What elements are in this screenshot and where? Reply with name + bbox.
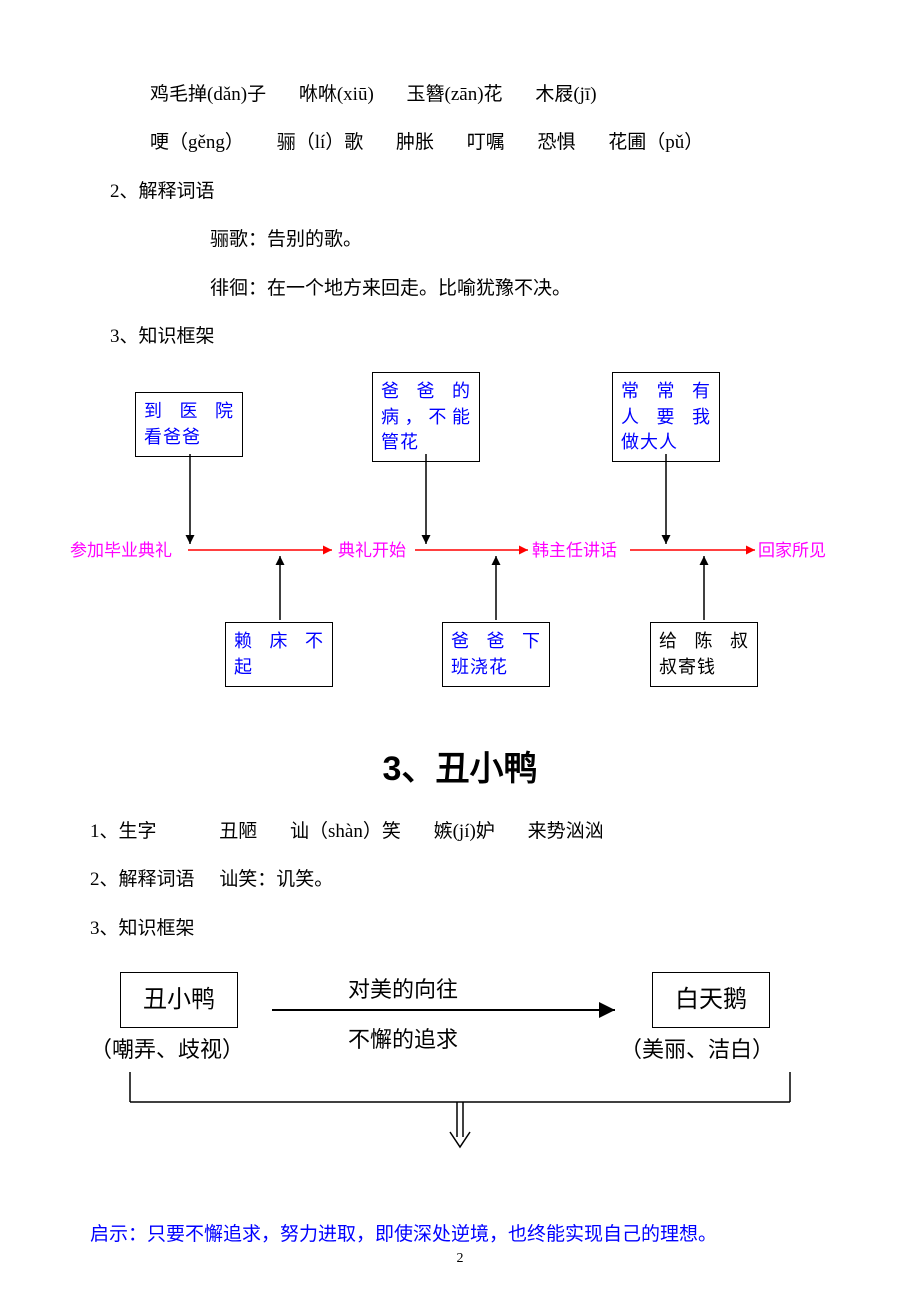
word: 鸡毛掸(dǎn)子 [150,84,266,105]
flowchart-2: 丑小鸭 白天鹅 对美的向往 不懈的追求 （嘲弄、歧视） （美丽、洁白） [90,962,830,1162]
page-number: 2 [457,1248,464,1270]
section-explain: 2、解释词语 讪笑：讥笑。 [90,865,830,895]
word: 叮嘱 [467,132,505,153]
lesson-title: 3、丑小鸭 [0,742,920,796]
label: 2、解释词语 [90,869,195,890]
word: 木屐(jī) [535,84,596,105]
heading-explain-words: 2、解释词语 [90,177,830,207]
vocab-line-1: 鸡毛掸(dǎn)子 咻咻(xiū) 玉簪(zān)花 木屐(jī) [90,80,830,110]
flowchart-label: 典礼开始 [338,537,406,564]
word: 肿胀 [396,132,434,153]
enlightenment-note: 启示：只要不懈追求，努力进取，即使深处逆境，也终能实现自己的理想。 [90,1220,870,1250]
flowchart-box: 爸 爸 的病，不能管花 [372,372,480,462]
word: 骊（lí）歌 [277,132,364,153]
flowchart-label: 韩主任讲话 [532,537,617,564]
word: 讪（shàn）笑 [290,821,401,842]
flowchart-box: 爸 爸 下 班浇花 [442,622,550,686]
heading-knowledge-frame: 3、知识框架 [90,322,830,352]
word: 嫉(jí)妒 [434,821,495,842]
flowchart-box: 到 医 院 看爸爸 [135,392,243,456]
definition: 讪笑：讥笑。 [219,869,333,890]
flowchart-box: 给 陈 叔 叔寄钱 [650,622,758,686]
definition-1: 骊歌：告别的歌。 [90,225,830,255]
flowchart-label: 回家所见 [758,537,826,564]
flowchart-box: 赖 床 不 起 [225,622,333,686]
flowchart-label: 参加毕业典礼 [70,537,172,564]
word: 花圃（pǔ） [608,132,703,153]
word: 恐惧 [538,132,576,153]
word: 哽（gěng） [150,132,244,153]
word: 咻咻(xiū) [299,84,374,105]
definition-2: 徘徊：在一个地方来回走。比喻犹豫不决。 [90,274,830,304]
flowchart-box: 常 常 有 人 要 我 做大人 [612,372,720,462]
flowchart-1: 到 医 院 看爸爸 爸 爸 的病，不能管花 常 常 有 人 要 我 做大人 赖 … [70,372,850,712]
word: 来势汹汹 [528,821,604,842]
word: 丑陋 [219,821,257,842]
section-frame: 3、知识框架 [90,914,830,944]
vocab-line-2: 哽（gěng） 骊（lí）歌 肿胀 叮嘱 恐惧 花圃（pǔ） [90,128,830,158]
flowchart2-arrows [90,962,830,1162]
section-vocab: 1、生字 丑陋 讪（shàn）笑 嫉(jí)妒 来势汹汹 [90,817,830,847]
label: 1、生字 [90,821,157,842]
word: 玉簪(zān)花 [407,84,503,105]
